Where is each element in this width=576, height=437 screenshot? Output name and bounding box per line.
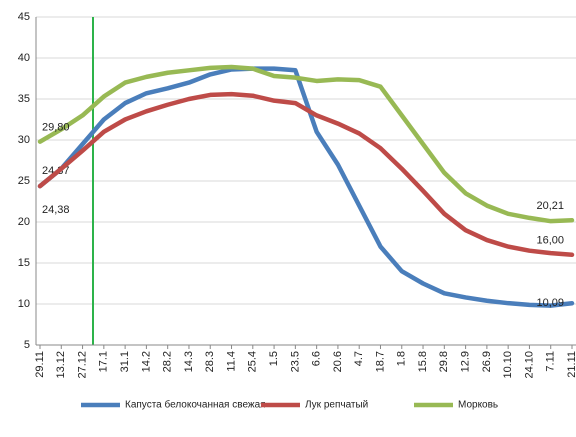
x-tick-label: 20.6 bbox=[332, 351, 344, 372]
data-label: 29,80 bbox=[42, 122, 70, 134]
x-tick-label: 21.11 bbox=[566, 351, 576, 378]
legend-label: Морковь bbox=[458, 400, 498, 411]
y-tick-label: 30 bbox=[18, 134, 30, 146]
y-tick-label: 5 bbox=[24, 339, 30, 351]
legend-label: Лук репчатый bbox=[305, 400, 368, 411]
y-tick-label: 25 bbox=[18, 175, 30, 187]
x-tick-label: 28.2 bbox=[162, 351, 174, 372]
x-tick-label: 6.6 bbox=[311, 351, 323, 366]
y-tick-label: 35 bbox=[18, 93, 30, 105]
x-tick-label: 15.8 bbox=[417, 351, 429, 372]
series-line bbox=[37, 91, 575, 258]
x-tick-label: 26.9 bbox=[481, 351, 493, 372]
x-tick-label: 10.10 bbox=[502, 351, 514, 379]
x-tick-label: 7.11 bbox=[545, 351, 557, 372]
x-tick-label: 14.2 bbox=[140, 351, 152, 372]
x-tick-label: 4.7 bbox=[353, 351, 365, 366]
series-line bbox=[37, 66, 575, 308]
data-label: 10,09 bbox=[536, 297, 564, 309]
data-label: 16,00 bbox=[536, 235, 564, 247]
x-tick-label: 25.4 bbox=[247, 351, 259, 372]
x-tick-label: 28.3 bbox=[204, 351, 216, 372]
x-tick-label: 29.8 bbox=[438, 351, 450, 372]
x-tick-label: 11.4 bbox=[225, 351, 237, 372]
x-tick-label: 27.12 bbox=[76, 351, 88, 379]
x-tick-label: 1.8 bbox=[396, 351, 408, 366]
x-tick-label: 1.5 bbox=[268, 351, 280, 366]
x-tick-label: 31.1 bbox=[119, 351, 131, 372]
x-tick-label: 17.1 bbox=[98, 351, 110, 372]
y-tick-label: 15 bbox=[18, 257, 30, 269]
x-tick-label: 14.3 bbox=[183, 351, 195, 372]
x-tick-label: 24.10 bbox=[523, 351, 535, 379]
legend-label: Капуста белокочанная свежая bbox=[125, 399, 266, 411]
y-tick-label: 45 bbox=[18, 11, 30, 23]
x-tick-label: 18.7 bbox=[374, 351, 386, 372]
x-tick-label: 13.12 bbox=[55, 351, 67, 379]
data-label: 20,21 bbox=[536, 200, 564, 212]
x-tick-label: 23.5 bbox=[289, 351, 301, 372]
x-tick-label: 12.9 bbox=[460, 351, 472, 372]
y-tick-label: 10 bbox=[18, 298, 30, 310]
y-tick-label: 40 bbox=[18, 52, 30, 64]
series-line bbox=[37, 64, 575, 224]
data-label: 24,38 bbox=[42, 204, 70, 216]
x-tick-label: 29.11 bbox=[34, 351, 46, 378]
y-tick-label: 20 bbox=[18, 216, 30, 228]
